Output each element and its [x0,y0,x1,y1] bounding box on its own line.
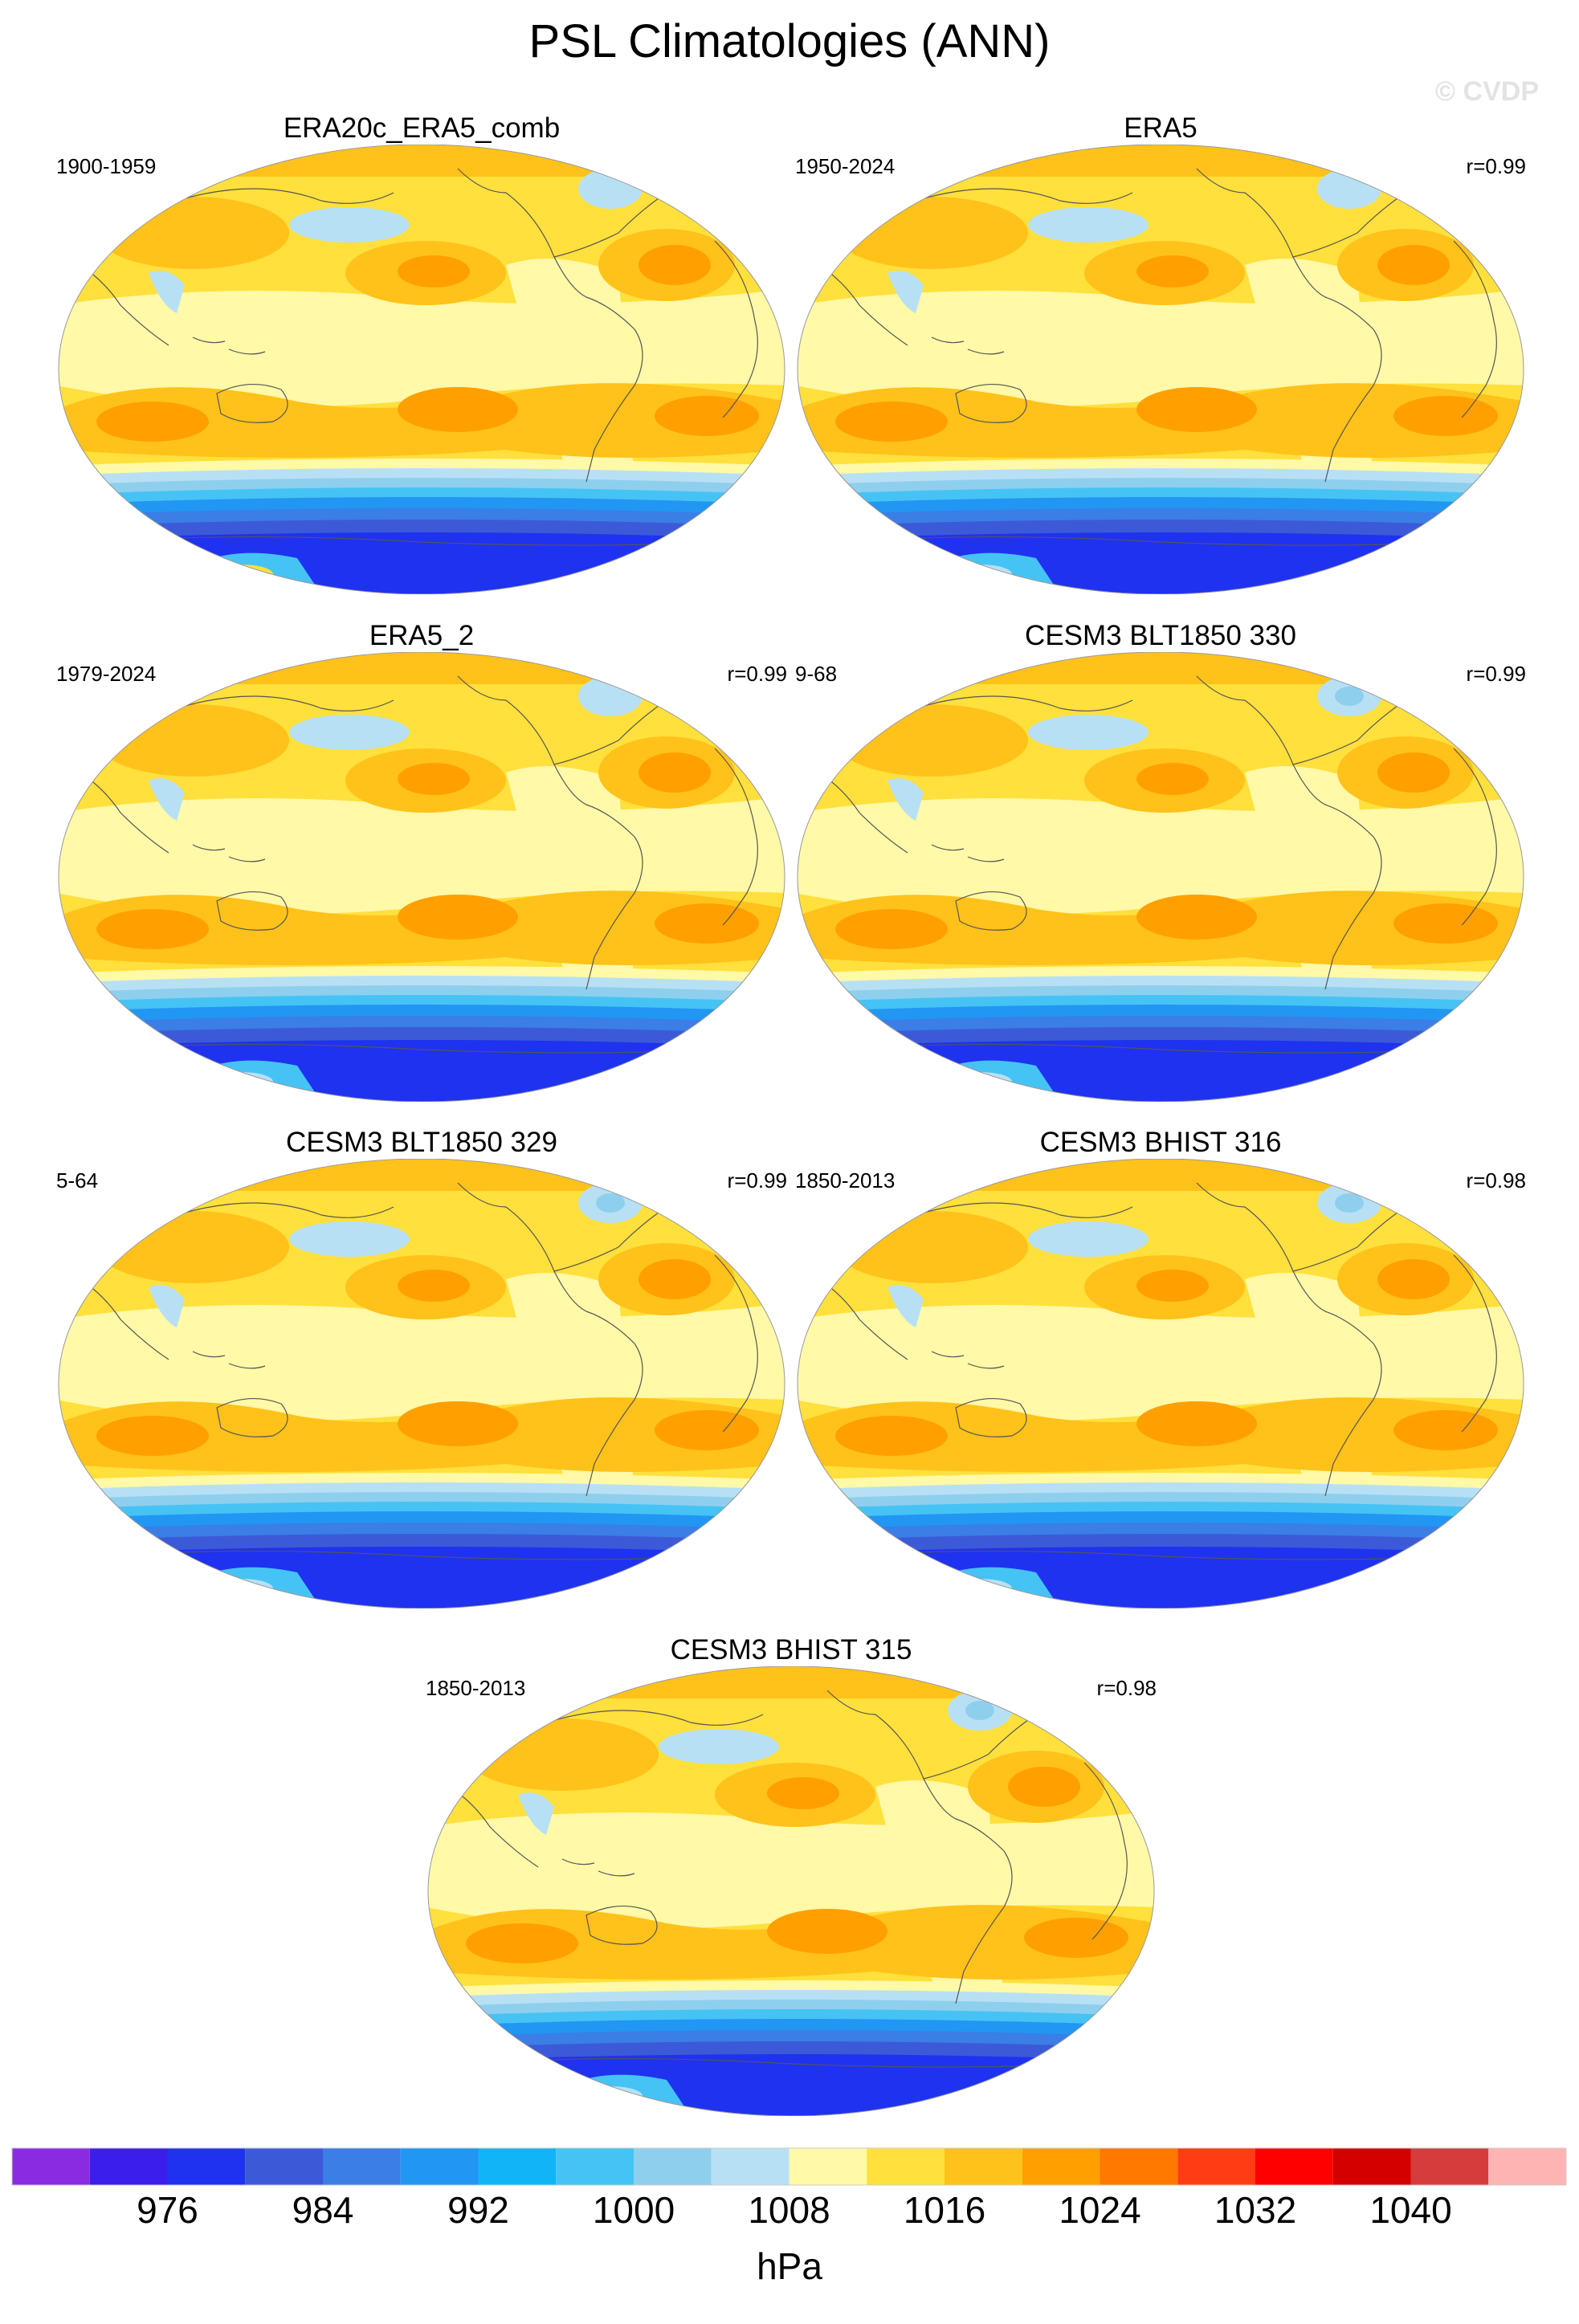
panel-title: CESM3 BHIST 315 [670,1634,912,1666]
psl-map [58,145,785,594]
psl-map [427,1666,1155,2116]
cvdp-watermark: © CVDP [1435,76,1539,107]
panel-correlation: r=0.98 [1096,1676,1157,1700]
colorbar-swatch [400,2148,479,2185]
colorbar-tick-label: 1040 [1369,2189,1452,2231]
panel-period: 5-64 [56,1168,99,1193]
map-panel: ERA20c_ERA5_comb 1900-1959 [56,112,787,594]
colorbar-swatch [945,2148,1022,2185]
psl-map [797,145,1524,594]
map-panel: CESM3 BLT1850 330 9-68 r=0.99 [795,620,1526,1102]
psl-map [797,652,1524,1102]
panel-title: CESM3 BLT1850 330 [1025,620,1296,651]
panel-period: 1850-2013 [426,1676,526,1700]
colorbar-tick-label: 1024 [1059,2189,1141,2231]
colorbar-swatch [1177,2148,1255,2185]
panel-period: 1850-2013 [795,1168,896,1193]
colorbar-swatch [1332,2148,1411,2185]
colorbar-swatch [1255,2148,1333,2185]
colorbar-unit: hPa [757,2245,822,2287]
panel-correlation: r=0.99 [1466,662,1526,686]
colorbar-swatch [556,2148,634,2185]
colorbar-swatch [245,2148,323,2185]
colorbar-swatch [867,2148,945,2185]
map-panel: CESM3 BHIST 316 1850-2013 r=0.98 [795,1127,1526,1608]
colorbar-tick-label: 992 [447,2189,509,2231]
panel-correlation: r=0.99 [1466,154,1526,178]
panel-correlation: r=0.98 [1466,1168,1526,1193]
colorbar-tick-label: 1000 [592,2189,675,2231]
panel-period: 1950-2024 [795,154,896,178]
colorbar-swatch [323,2148,401,2185]
panel-title: ERA20c_ERA5_comb [283,112,561,144]
map-panel: CESM3 BLT1850 329 5-64 r=0.99 [56,1127,787,1608]
colorbar-tick-label: 984 [292,2189,354,2231]
panel-period: 9-68 [795,662,838,686]
colorbar-tick-label: 976 [137,2189,198,2231]
colorbar-swatch [1488,2148,1566,2185]
colorbar-swatch [634,2148,712,2185]
panel-title: CESM3 BLT1850 329 [286,1127,557,1158]
colorbar-tick-label: 1032 [1214,2189,1297,2231]
psl-map [58,652,785,1102]
panel-period: 1900-1959 [56,154,157,178]
colorbar-tick-label: 1016 [903,2189,986,2231]
psl-map [797,1159,1524,1608]
colorbar-swatch [1022,2148,1100,2185]
colorbar-tick-label: 1008 [748,2189,830,2231]
map-panel: CESM3 BHIST 315 1850-2013 r=0.98 [426,1634,1157,2116]
colorbar-swatch [1100,2148,1178,2185]
panel-title: CESM3 BHIST 316 [1039,1127,1282,1158]
map-panel: ERA5_2 1979-2024 r=0.99 [56,620,787,1102]
colorbar-swatch [478,2148,557,2185]
colorbar-swatch [167,2148,246,2185]
colorbar-swatch [89,2148,168,2185]
psl-map [58,1159,785,1608]
map-panel: ERA5 1950-2024 r=0.99 [795,112,1526,594]
colorbar-swatch [711,2148,790,2185]
colorbar-swatch [1410,2148,1489,2185]
colorbar-swatch [789,2148,867,2185]
panel-correlation: r=0.99 [727,662,787,686]
panel-correlation: r=0.99 [727,1168,787,1193]
main-title: PSL Climatologies (ANN) [528,15,1051,67]
colorbar-swatch [12,2148,90,2185]
panel-title: ERA5_2 [369,620,475,651]
panel-title: ERA5 [1124,112,1198,144]
panel-period: 1979-2024 [56,662,157,686]
